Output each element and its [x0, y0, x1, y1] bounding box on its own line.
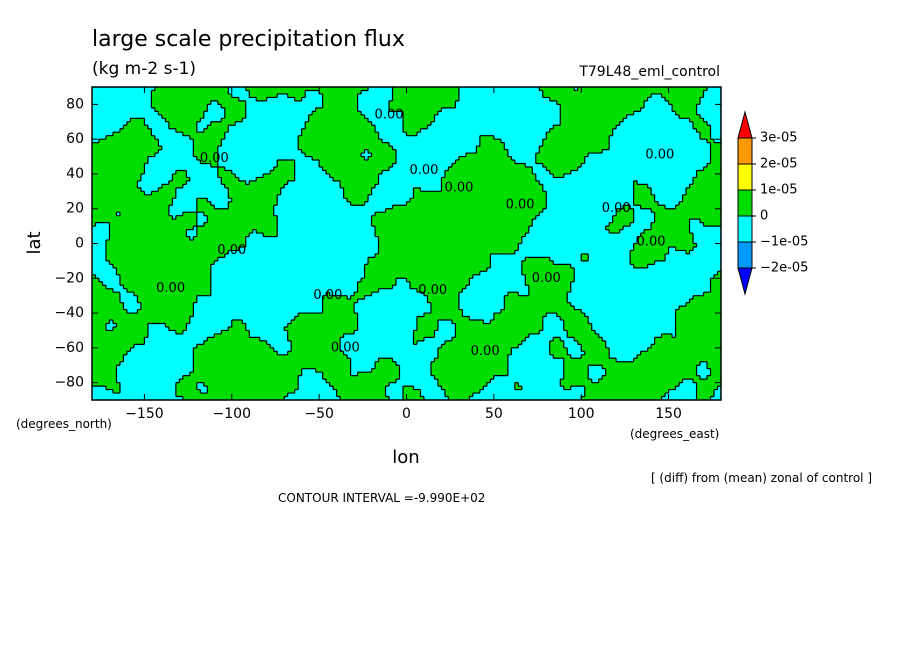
- colorbar-box: [737, 215, 753, 243]
- colorbar-label: 2e-05: [760, 157, 798, 172]
- y-axis-label: lat: [24, 231, 45, 254]
- x-tick-label: 0: [402, 406, 411, 422]
- contour-label: 0.00: [418, 283, 447, 298]
- x-tick-label: 50: [485, 406, 503, 422]
- y-ticks: 80 60 40 20 0 −20 −40 −60 −80: [54, 96, 721, 391]
- y-tick-label: 60: [66, 131, 84, 147]
- colorbar: 3e-05 2e-05 1e-05 0 −1e-05 −2e-05: [737, 110, 808, 296]
- contour-label: 0.00: [331, 340, 360, 355]
- y-unit-label: (degrees_north): [16, 417, 112, 431]
- contour-labels: 0.00 0.00 0.00 0.00 0.00 0.00 0.00 0.00 0.00 0.00…: [156, 107, 674, 358]
- contour-label: 0.00: [444, 180, 473, 195]
- colorbar-label: 0: [760, 209, 768, 224]
- x-tick-label: −50: [304, 406, 334, 422]
- y-tick-label: 20: [66, 201, 84, 217]
- y-tick-label: 0: [75, 236, 84, 252]
- contour-label: 0.00: [506, 198, 535, 213]
- colorbar-arrow-top: [737, 110, 753, 139]
- colorbar-label: 3e-05: [760, 131, 798, 146]
- contour-label: 0.00: [645, 147, 674, 162]
- y-tick-label: −20: [54, 270, 84, 286]
- contour-label: 0.00: [375, 107, 404, 122]
- chart-subtitle: (kg m-2 s-1): [92, 59, 196, 79]
- colorbar-label: −2e-05: [760, 261, 808, 276]
- y-tick-label: 40: [66, 166, 84, 182]
- contour-label: 0.00: [409, 163, 438, 178]
- contour-label: 0.00: [532, 271, 561, 286]
- diff-note: [ (diff) from (mean) zonal of control ]: [651, 471, 872, 485]
- colorbar-box: [737, 241, 753, 269]
- contour-label: 0.00: [217, 243, 246, 258]
- colorbar-arrow-bottom: [737, 267, 753, 296]
- colorbar-label: 1e-05: [760, 183, 798, 198]
- contour-label: 0.00: [471, 344, 500, 359]
- colorbar-box: [737, 163, 753, 191]
- contour-interval: CONTOUR INTERVAL =-9.990E+02: [278, 491, 485, 505]
- contour-label: 0.00: [602, 201, 631, 216]
- contour-label: 0.00: [637, 234, 666, 249]
- y-tick-label: 80: [66, 96, 84, 112]
- precipitation-field: [92, 87, 721, 400]
- zero-contour: [92, 87, 721, 400]
- x-axis-label: lon: [392, 447, 419, 468]
- contour-label: 0.00: [313, 288, 342, 303]
- x-tick-label: −100: [213, 406, 251, 422]
- colorbar-label: −1e-05: [760, 235, 808, 250]
- x-tick-label: 150: [655, 406, 682, 422]
- contour-plot: 0.00 0.00 0.00 0.00 0.00 0.00 0.00 0.00 0.00 0.00…: [54, 86, 722, 422]
- x-tick-label: 100: [568, 406, 595, 422]
- run-label: T79L48_eml_control: [578, 64, 720, 80]
- x-unit-label: (degrees_east): [630, 427, 719, 441]
- x-ticks: −150 −100 −50 0 50 100 150: [125, 87, 682, 422]
- colorbar-box: [737, 189, 753, 217]
- contour-label: 0.00: [200, 151, 229, 166]
- y-tick-label: −60: [54, 340, 84, 356]
- y-tick-label: −40: [54, 305, 84, 321]
- chart-title: large scale precipitation flux: [92, 27, 405, 52]
- colorbar-box: [737, 137, 753, 165]
- x-tick-label: −150: [125, 406, 163, 422]
- y-tick-label: −80: [54, 375, 84, 391]
- contour-label: 0.00: [156, 281, 185, 296]
